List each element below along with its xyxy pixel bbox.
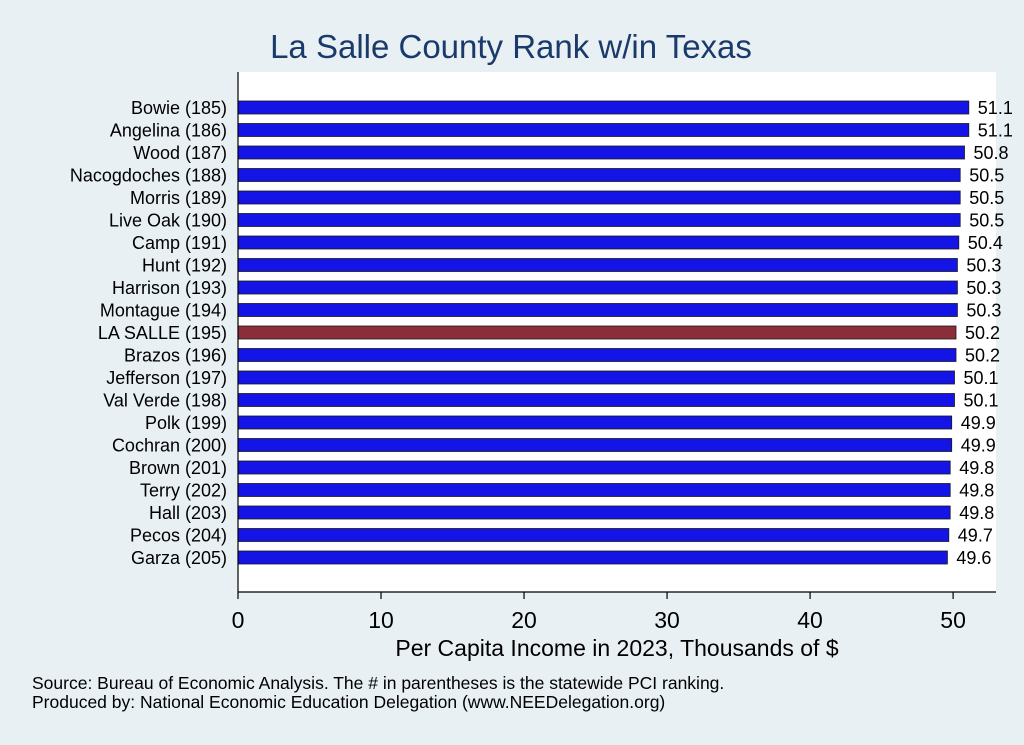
value-label: 50.5 <box>969 166 1004 186</box>
value-label: 50.2 <box>965 346 1000 366</box>
value-labels: 51.151.150.850.550.550.550.450.350.350.3… <box>956 98 1012 568</box>
bar <box>237 123 970 137</box>
value-label: 50.3 <box>966 256 1001 276</box>
bar <box>237 438 953 452</box>
value-label: 50.3 <box>966 278 1001 298</box>
value-label: 50.4 <box>968 233 1003 253</box>
value-label: 49.9 <box>961 436 996 456</box>
bar <box>237 550 948 565</box>
bar <box>237 145 965 160</box>
value-label: 50.5 <box>969 211 1004 231</box>
x-tick-label: 30 <box>654 607 680 633</box>
category-label: LA SALLE (195) <box>98 323 227 343</box>
bar <box>237 483 951 497</box>
value-label: 49.7 <box>958 526 993 546</box>
value-label: 51.1 <box>978 121 1013 141</box>
bar <box>237 415 953 430</box>
category-labels: Bowie (185) Angelina (186)Wood (187) Nacog… <box>70 98 227 568</box>
x-axis-label: Per Capita Income in 2023, Thousands of … <box>395 635 838 661</box>
value-label: 49.8 <box>959 503 994 523</box>
bar <box>237 348 957 362</box>
category-label: Terry (202) <box>140 481 227 501</box>
category-label: Pecos (204) <box>130 526 227 546</box>
category-label: Camp (191) <box>132 233 227 253</box>
x-tick-label: 40 <box>797 607 823 633</box>
bar-group <box>237 100 970 565</box>
bar <box>237 235 960 250</box>
bar <box>237 393 955 407</box>
value-label: 51.1 <box>978 98 1013 118</box>
x-tick-label: 50 <box>940 607 966 633</box>
category-label: Live Oak (190) <box>109 211 227 231</box>
category-label: Harrison (193) <box>112 278 227 298</box>
category-label: Jefferson (197) <box>106 368 227 388</box>
bar <box>237 460 951 475</box>
chart-title: La Salle County Rank w/in Texas <box>0 28 1024 66</box>
value-label: 50.1 <box>964 368 999 388</box>
category-label: Brazos (196) <box>124 346 227 366</box>
value-label: 50.3 <box>966 301 1001 321</box>
value-label: 49.8 <box>959 458 994 478</box>
producer-note: Produced by: National Economic Education… <box>32 692 666 712</box>
category-label: Hunt (192) <box>142 256 227 276</box>
bar <box>237 100 970 115</box>
category-label: Polk (199) <box>145 413 227 433</box>
bar <box>237 213 961 227</box>
x-axis-ticks: 0 10 20 30 40 50 <box>232 592 966 633</box>
bar <box>237 303 958 317</box>
category-label: Hall (203) <box>149 503 227 523</box>
category-label: Brown (201) <box>129 458 227 478</box>
bar <box>237 168 961 182</box>
bar <box>237 280 958 295</box>
bar <box>237 505 951 520</box>
chart-title-text: La Salle County Rank w/in Texas <box>270 28 752 65</box>
category-label: Garza (205) <box>131 548 227 568</box>
value-label: 50.2 <box>965 323 1000 343</box>
value-label: 49.8 <box>959 481 994 501</box>
category-label: Bowie (185) <box>131 98 227 118</box>
value-label: 50.5 <box>969 188 1004 208</box>
source-note: Source: Bureau of Economic Analysis. The… <box>32 673 725 693</box>
x-tick-label: 0 <box>232 607 245 633</box>
category-label: Wood (187) <box>133 143 227 163</box>
bar <box>237 325 957 340</box>
bar <box>237 370 955 385</box>
value-label: 50.1 <box>964 391 999 411</box>
category-label: Montague (194) <box>100 301 227 321</box>
bar <box>237 190 961 205</box>
category-label: Val Verde (198) <box>103 391 227 411</box>
category-label: Cochran (200) <box>112 436 227 456</box>
x-tick-label: 10 <box>368 607 394 633</box>
category-label: Angelina (186) <box>110 121 227 141</box>
category-label: Nacogdoches (188) <box>70 166 227 186</box>
bar <box>237 258 958 272</box>
x-tick-label: 20 <box>511 607 537 633</box>
value-label: 49.6 <box>956 548 991 568</box>
value-label: 49.9 <box>961 413 996 433</box>
value-label: 50.8 <box>974 143 1009 163</box>
category-label: Morris (189) <box>130 188 227 208</box>
bar <box>237 528 950 542</box>
